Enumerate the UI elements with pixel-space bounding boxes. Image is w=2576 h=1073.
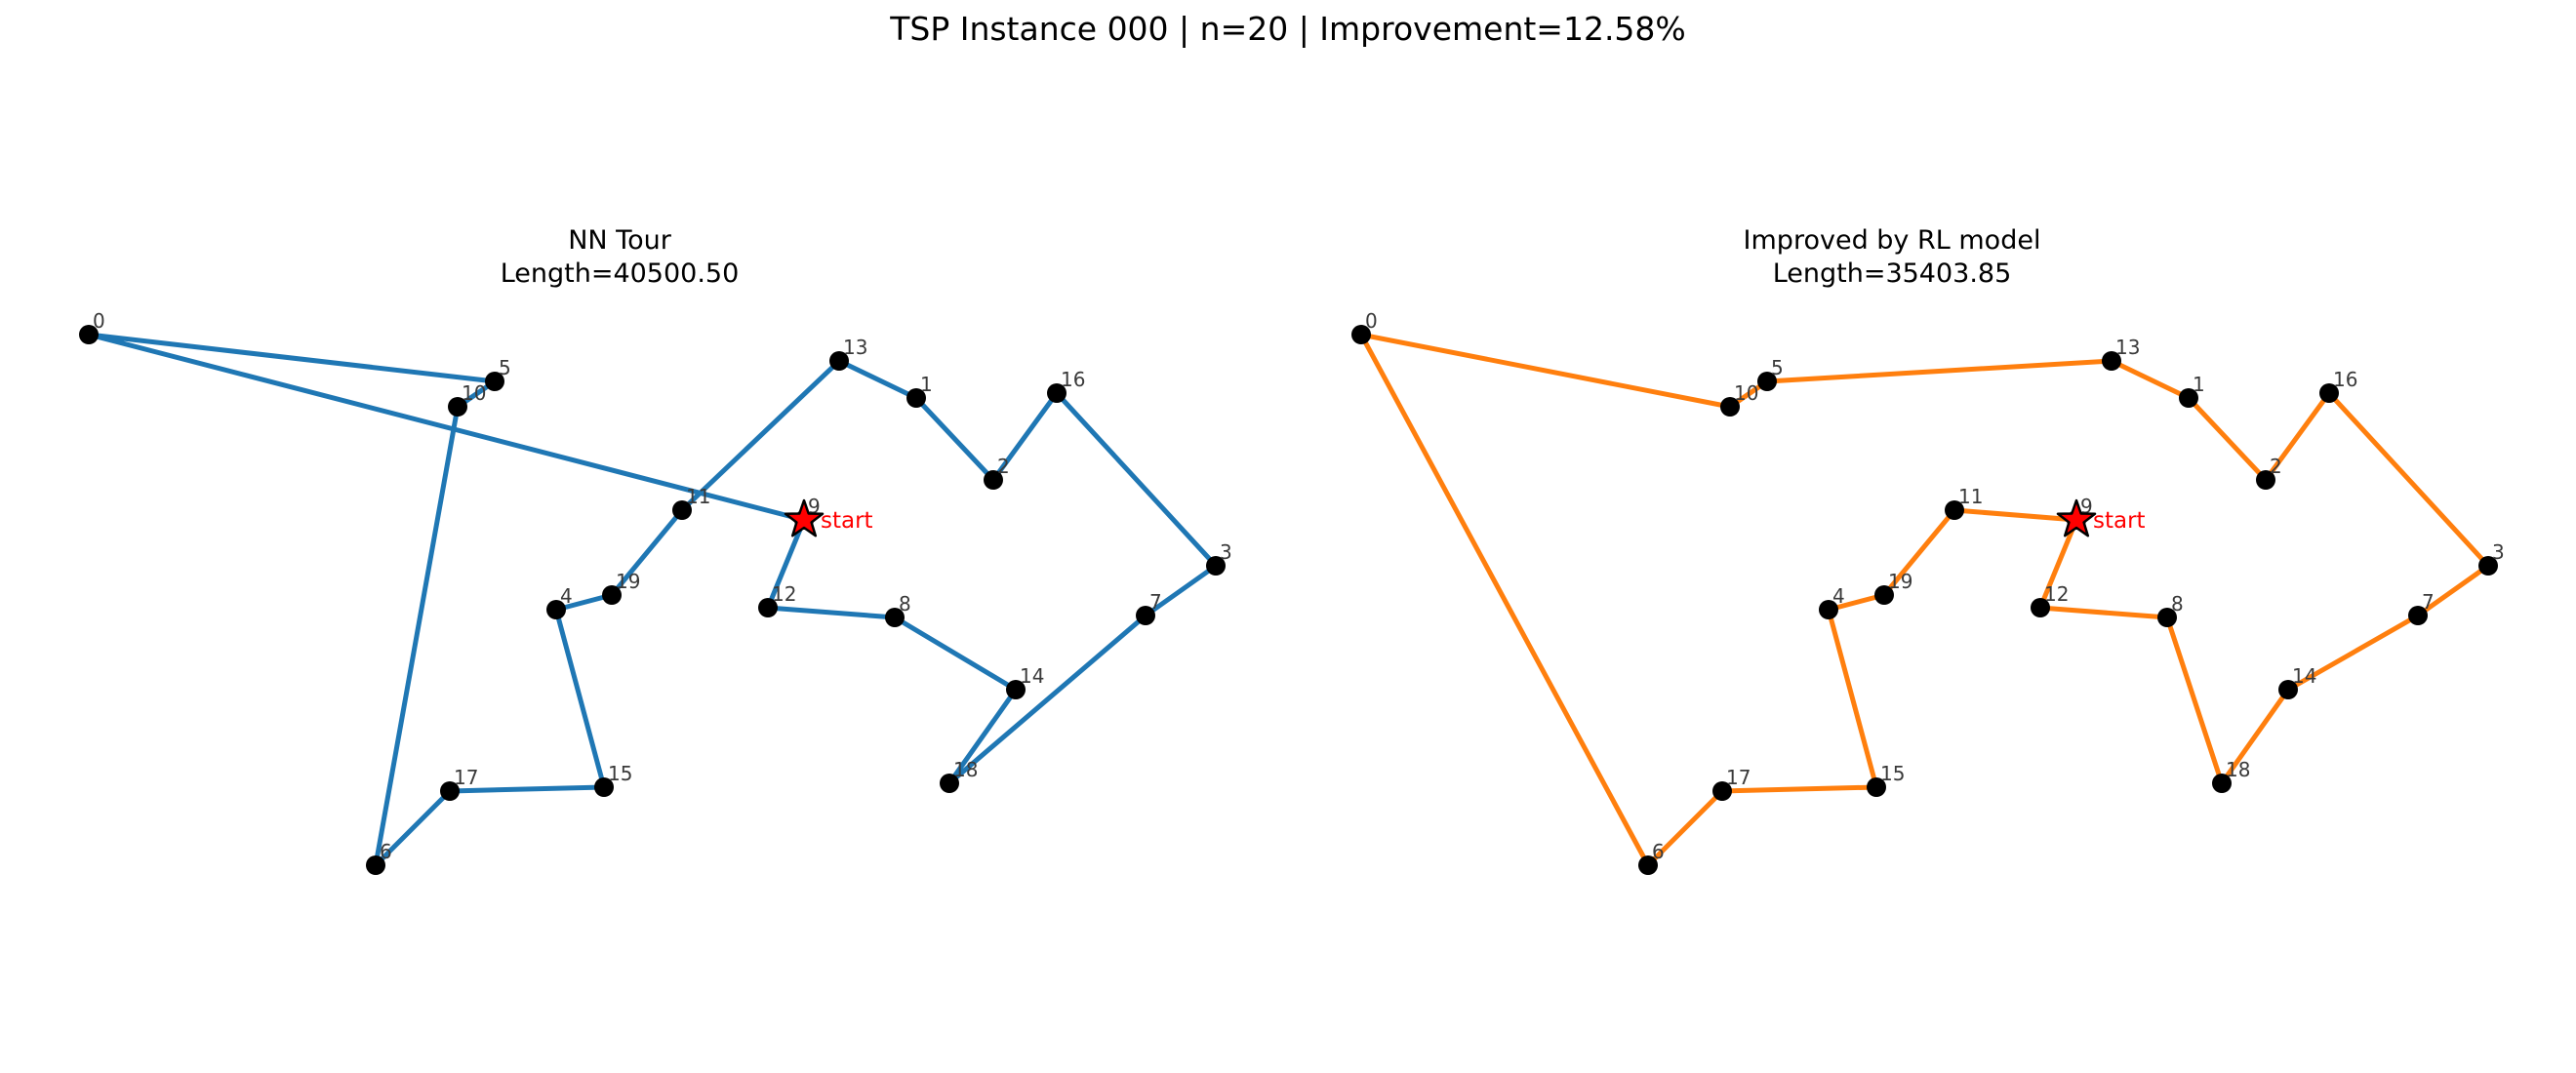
node-label-1: 1 bbox=[2193, 373, 2205, 396]
node-label-12: 12 bbox=[2044, 582, 2069, 606]
tsp-node-3 bbox=[1206, 556, 1226, 576]
node-label-10: 10 bbox=[462, 381, 486, 405]
node-label-19: 19 bbox=[616, 570, 640, 593]
tsp-node-1 bbox=[2179, 388, 2198, 408]
tsp-node-3 bbox=[2478, 556, 2498, 576]
tsp-node-7 bbox=[2408, 606, 2428, 625]
node-label-17: 17 bbox=[454, 766, 478, 789]
tsp-node-12 bbox=[758, 598, 778, 617]
rl-tour-title: Improved by RL model Length=35403.85 bbox=[1502, 224, 2282, 291]
node-label-16: 16 bbox=[1061, 368, 1085, 391]
tsp-node-1 bbox=[906, 388, 926, 408]
tsp-node-15 bbox=[594, 777, 614, 797]
nn-tour-title-line1: NN Tour bbox=[568, 225, 671, 256]
tsp-node-13 bbox=[2102, 351, 2121, 371]
tsp-node-15 bbox=[1867, 777, 1886, 797]
start-star-icon bbox=[2056, 498, 2097, 537]
node-label-3: 3 bbox=[2492, 540, 2505, 564]
tsp-node-19 bbox=[602, 585, 622, 605]
tsp-node-8 bbox=[885, 608, 905, 627]
tsp-node-19 bbox=[1874, 585, 1894, 605]
tour-path bbox=[86, 332, 1219, 868]
tsp-node-13 bbox=[829, 351, 849, 371]
node-label-16: 16 bbox=[2333, 368, 2357, 391]
node-label-11: 11 bbox=[686, 485, 710, 508]
node-label-14: 14 bbox=[1020, 664, 1044, 688]
tsp-node-7 bbox=[1136, 606, 1155, 625]
node-label-7: 7 bbox=[2422, 590, 2435, 614]
tsp-node-18 bbox=[2212, 774, 2232, 793]
tsp-node-12 bbox=[2031, 598, 2050, 617]
tsp-node-4 bbox=[546, 600, 566, 619]
node-label-6: 6 bbox=[1652, 840, 1665, 863]
node-label-2: 2 bbox=[2270, 455, 2282, 478]
tsp-node-18 bbox=[940, 774, 959, 793]
tsp-node-17 bbox=[440, 781, 460, 801]
node-label-5: 5 bbox=[499, 356, 511, 379]
node-label-12: 12 bbox=[772, 582, 796, 606]
node-label-13: 13 bbox=[2115, 336, 2140, 359]
tsp-node-5 bbox=[485, 372, 504, 391]
tour-path bbox=[1358, 332, 2491, 868]
node-label-6: 6 bbox=[380, 840, 392, 863]
start-text: start bbox=[2093, 508, 2146, 534]
node-label-9: 9 bbox=[2080, 495, 2093, 518]
node-label-14: 14 bbox=[2292, 664, 2316, 688]
node-label-8: 8 bbox=[899, 592, 911, 616]
tsp-node-10 bbox=[1720, 397, 1740, 417]
tsp-node-0 bbox=[1351, 325, 1371, 344]
tsp-node-8 bbox=[2157, 608, 2177, 627]
node-label-7: 7 bbox=[1149, 590, 1162, 614]
tsp-node-4 bbox=[1819, 600, 1838, 619]
tsp-node-6 bbox=[366, 855, 385, 875]
rl-tour-title-line1: Improved by RL model bbox=[1743, 225, 2041, 256]
figure-title: TSP Instance 000 | n=20 | Improvement=12… bbox=[890, 10, 1686, 48]
rl-tour-title-line2: Length=35403.85 bbox=[1772, 258, 2012, 289]
node-label-2: 2 bbox=[997, 455, 1010, 478]
node-label-13: 13 bbox=[843, 336, 867, 359]
node-label-1: 1 bbox=[920, 373, 933, 396]
start-star-icon bbox=[784, 498, 825, 537]
node-label-4: 4 bbox=[1832, 584, 1845, 608]
node-label-9: 9 bbox=[808, 495, 821, 518]
node-label-0: 0 bbox=[93, 309, 105, 333]
tsp-node-11 bbox=[1945, 500, 1964, 520]
node-label-15: 15 bbox=[1880, 762, 1905, 785]
tsp-node-16 bbox=[2319, 383, 2339, 403]
node-label-11: 11 bbox=[1958, 485, 1983, 508]
tsp-node-2 bbox=[2256, 470, 2275, 490]
tsp-node-17 bbox=[1712, 781, 1732, 801]
node-label-10: 10 bbox=[1734, 381, 1758, 405]
tsp-node-10 bbox=[448, 397, 467, 417]
node-label-3: 3 bbox=[1220, 540, 1232, 564]
node-label-15: 15 bbox=[608, 762, 632, 785]
tsp-node-14 bbox=[2278, 680, 2298, 699]
tsp-node-5 bbox=[1757, 372, 1777, 391]
tsp-node-14 bbox=[1006, 680, 1026, 699]
tsp-node-2 bbox=[984, 470, 1003, 490]
tsp-node-6 bbox=[1638, 855, 1658, 875]
nn-tour-title: NN Tour Length=40500.50 bbox=[229, 224, 1010, 291]
tsp-node-16 bbox=[1047, 383, 1067, 403]
node-label-19: 19 bbox=[1888, 570, 1912, 593]
start-text: start bbox=[821, 508, 873, 534]
node-label-0: 0 bbox=[1365, 309, 1378, 333]
node-label-18: 18 bbox=[953, 758, 978, 781]
node-label-4: 4 bbox=[560, 584, 573, 608]
node-label-17: 17 bbox=[1726, 766, 1751, 789]
node-label-8: 8 bbox=[2171, 592, 2184, 616]
tsp-node-0 bbox=[79, 325, 99, 344]
nn-tour-title-line2: Length=40500.50 bbox=[500, 258, 740, 289]
node-label-18: 18 bbox=[2226, 758, 2250, 781]
tsp-node-11 bbox=[672, 500, 692, 520]
node-label-5: 5 bbox=[1771, 356, 1784, 379]
